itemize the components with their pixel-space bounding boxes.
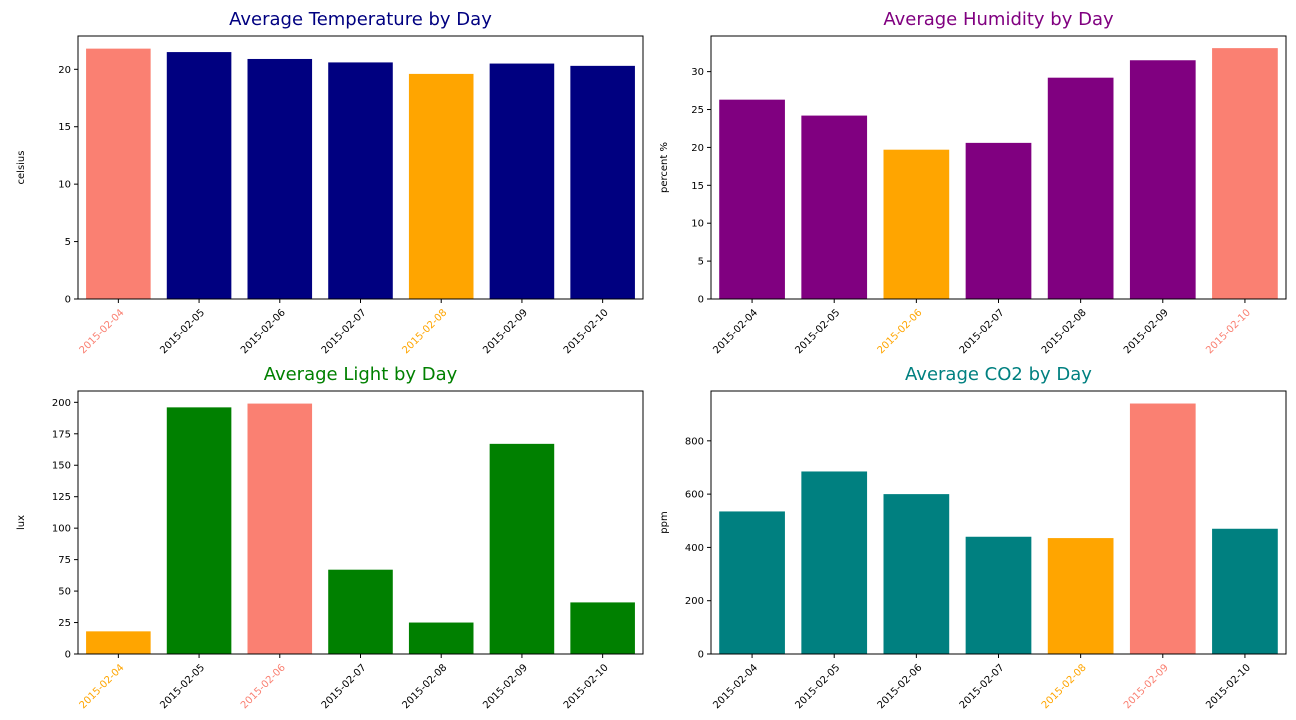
co2-y-tick-label: 800 bbox=[685, 436, 704, 447]
temperature-y-tick-label: 20 bbox=[58, 65, 71, 76]
temperature-bar bbox=[328, 62, 393, 299]
co2-bar bbox=[719, 511, 785, 654]
temperature-y-tick-label: 5 bbox=[65, 237, 71, 248]
co2-bar bbox=[1047, 538, 1114, 654]
co2-bar bbox=[883, 494, 950, 654]
humidity-bar bbox=[965, 142, 1032, 299]
temperature-chart-title: Average Temperature by Day bbox=[229, 9, 492, 30]
light-y-tick-label: 150 bbox=[52, 461, 71, 472]
temperature-bar bbox=[86, 48, 151, 300]
humidity-y-tick-label: 25 bbox=[691, 105, 704, 116]
humidity-bar bbox=[1047, 77, 1114, 299]
light-y-tick-label: 200 bbox=[52, 398, 71, 409]
light-y-tick-label: 50 bbox=[58, 587, 71, 598]
humidity-y-tick-label: 30 bbox=[691, 67, 704, 78]
temperature-bar bbox=[570, 65, 635, 299]
co2-y-tick-label: 400 bbox=[685, 543, 704, 554]
temperature-y-tick-label: 0 bbox=[65, 295, 71, 306]
temperature-bar bbox=[408, 73, 474, 299]
co2-y-tick-label: 200 bbox=[685, 596, 704, 607]
humidity-bar bbox=[883, 149, 950, 299]
humidity-y-tick-label: 15 bbox=[691, 181, 704, 192]
humidity-y-tick-label: 20 bbox=[691, 143, 704, 154]
humidity-y-tick-label: 10 bbox=[691, 219, 704, 230]
light-y-axis-label: lux bbox=[16, 515, 27, 530]
light-chart-title: Average Light by Day bbox=[264, 364, 458, 385]
co2-bar bbox=[965, 536, 1032, 654]
light-y-tick-label: 75 bbox=[58, 555, 71, 566]
light-bar bbox=[489, 443, 555, 654]
light-y-tick-label: 100 bbox=[52, 524, 71, 535]
temperature-bar bbox=[166, 52, 232, 300]
co2-chart-title: Average CO2 by Day bbox=[905, 364, 1092, 385]
light-y-tick-label: 0 bbox=[65, 650, 71, 661]
light-bar bbox=[328, 569, 393, 654]
light-bar bbox=[86, 631, 151, 654]
light-bar bbox=[166, 407, 232, 654]
light-bar bbox=[570, 602, 635, 654]
temperature-chart: Average Temperature by Day 0 5 10 15 20 celsiu… bbox=[16, 9, 644, 356]
humidity-bar bbox=[719, 99, 785, 299]
temperature-bar bbox=[247, 58, 313, 299]
temperature-y-tick-label: 10 bbox=[58, 180, 71, 191]
humidity-y-tick-label: 5 bbox=[698, 257, 704, 268]
light-y-tick-label: 25 bbox=[58, 618, 71, 629]
light-y-tick-label: 125 bbox=[52, 492, 71, 503]
co2-bar bbox=[801, 471, 868, 654]
humidity-chart-title: Average Humidity by Day bbox=[883, 9, 1114, 30]
co2-bar bbox=[1212, 528, 1278, 654]
humidity-bar bbox=[801, 115, 868, 300]
temperature-y-tick-label: 15 bbox=[58, 122, 71, 133]
light-y-tick-label: 175 bbox=[52, 429, 71, 440]
co2-y-tick-label: 600 bbox=[685, 490, 704, 501]
humidity-y-axis-label: percent % bbox=[659, 142, 670, 193]
light-bar bbox=[408, 622, 474, 654]
co2-y-axis-label: ppm bbox=[659, 511, 670, 533]
temperature-bar bbox=[489, 63, 555, 299]
temperature-y-axis-label: celsius bbox=[16, 151, 27, 185]
humidity-bar bbox=[1129, 60, 1196, 299]
humidity-y-tick-label: 0 bbox=[698, 295, 704, 306]
co2-bar bbox=[1129, 403, 1196, 654]
humidity-bar bbox=[1212, 48, 1278, 299]
co2-y-tick-label: 0 bbox=[698, 650, 704, 661]
light-bar bbox=[247, 403, 313, 654]
